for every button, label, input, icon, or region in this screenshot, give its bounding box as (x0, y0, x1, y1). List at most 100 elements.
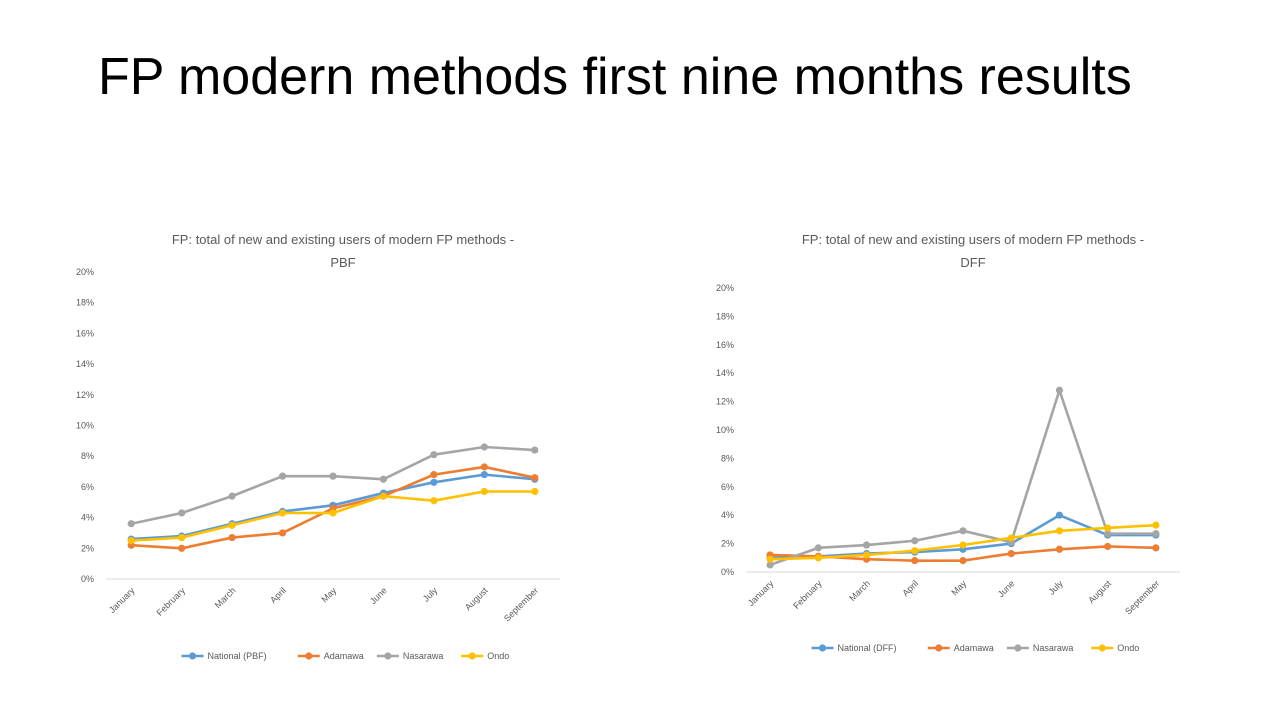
data-point (430, 497, 438, 505)
data-point (278, 529, 287, 537)
data-point (1104, 530, 1112, 538)
slide-title: FP modern methods first nine months resu… (98, 48, 1132, 106)
chart-title-line: DFF (960, 255, 985, 270)
data-point (959, 541, 967, 549)
legend-label: National (PBF) (208, 651, 267, 661)
y-tick-label: 8% (81, 451, 94, 461)
legend-label: Adamawa (954, 643, 994, 653)
x-tick-label: February (155, 585, 188, 618)
data-point (959, 527, 967, 535)
x-tick-label: July (421, 585, 440, 604)
data-point (814, 554, 822, 562)
data-point (480, 487, 488, 496)
data-point (911, 547, 919, 555)
y-tick-label: 12% (716, 397, 734, 407)
data-point (1152, 544, 1160, 552)
y-tick-label: 18% (716, 311, 734, 321)
data-point (178, 509, 186, 517)
data-point (862, 541, 871, 549)
chart-dff: FP: total of new and existing users of m… (680, 222, 1200, 672)
data-point (228, 521, 236, 529)
data-point (178, 544, 186, 552)
y-tick-label: 4% (81, 513, 94, 523)
data-point (1055, 527, 1064, 535)
legend-swatch-marker (305, 652, 313, 660)
legend-swatch-marker (818, 644, 827, 652)
x-tick-label: April (900, 578, 920, 598)
legend-swatch-marker (468, 652, 476, 660)
legend-label: Ondo (487, 651, 509, 661)
y-tick-label: 0% (721, 567, 734, 577)
y-tick-label: 8% (721, 453, 734, 463)
data-point (480, 463, 488, 471)
legend-swatch-marker (1014, 644, 1022, 652)
x-tick-label: May (319, 585, 338, 604)
data-point (127, 537, 135, 545)
data-point (228, 533, 236, 542)
data-point (480, 443, 488, 451)
y-tick-label: 2% (721, 539, 734, 549)
x-tick-label: January (746, 578, 776, 608)
y-tick-label: 14% (76, 359, 94, 369)
data-point (1104, 524, 1112, 532)
y-tick-label: 14% (716, 368, 734, 378)
data-point (959, 557, 967, 565)
x-tick-label: March (847, 578, 872, 603)
chart-pbf-svg: FP: total of new and existing users of m… (76, 232, 560, 661)
data-point (329, 472, 337, 480)
y-tick-label: 20% (76, 267, 94, 277)
data-point (1055, 545, 1064, 553)
data-point (862, 551, 871, 559)
y-tick-label: 6% (721, 482, 734, 492)
y-tick-label: 0% (81, 574, 94, 584)
data-point (430, 451, 438, 459)
chart-title-line: FP: total of new and existing users of m… (172, 232, 514, 247)
data-point (1055, 386, 1064, 394)
x-tick-label: April (268, 585, 288, 605)
legend-label: Nasarawa (1033, 643, 1074, 653)
x-tick-label: September (1123, 578, 1161, 616)
x-tick-label: March (213, 585, 238, 610)
data-point (531, 446, 539, 454)
data-point (766, 561, 774, 569)
data-point (531, 487, 539, 496)
x-tick-label: August (1086, 578, 1113, 605)
legend-swatch-marker (1098, 644, 1106, 652)
data-point (480, 471, 488, 479)
data-point (814, 544, 822, 552)
x-tick-label: August (463, 585, 490, 612)
legend-swatch-marker (188, 652, 197, 660)
data-point (1007, 549, 1015, 558)
data-point (430, 471, 438, 479)
x-tick-label: June (996, 578, 1017, 599)
legend-label: National (DFF) (838, 643, 897, 653)
legend-swatch-marker (935, 644, 943, 652)
y-tick-label: 10% (76, 421, 94, 431)
data-point (1104, 542, 1112, 551)
data-point (531, 474, 539, 482)
legend-label: Adamawa (324, 651, 364, 661)
y-tick-label: 6% (81, 482, 94, 492)
data-point (766, 555, 774, 563)
y-tick-label: 12% (76, 390, 94, 400)
data-point (430, 478, 438, 486)
data-point (329, 509, 337, 517)
legend-swatch-marker (384, 652, 392, 660)
series-line-2 (768, 388, 1158, 567)
data-point (379, 492, 388, 500)
data-point (278, 509, 287, 517)
y-tick-label: 2% (81, 543, 94, 553)
x-tick-label: June (368, 585, 389, 606)
chart-title-line: FP: total of new and existing users of m… (802, 232, 1144, 247)
x-tick-label: January (107, 585, 137, 615)
data-point (379, 475, 388, 483)
y-tick-label: 16% (76, 328, 94, 338)
x-tick-label: September (502, 585, 540, 623)
data-point (911, 557, 919, 565)
legend-label: Ondo (1117, 643, 1139, 653)
x-tick-label: July (1046, 578, 1065, 597)
chart-pbf: FP: total of new and existing users of m… (60, 222, 580, 672)
y-tick-label: 10% (716, 425, 734, 435)
legend-label: Nasarawa (403, 651, 444, 661)
x-tick-label: February (791, 578, 824, 611)
